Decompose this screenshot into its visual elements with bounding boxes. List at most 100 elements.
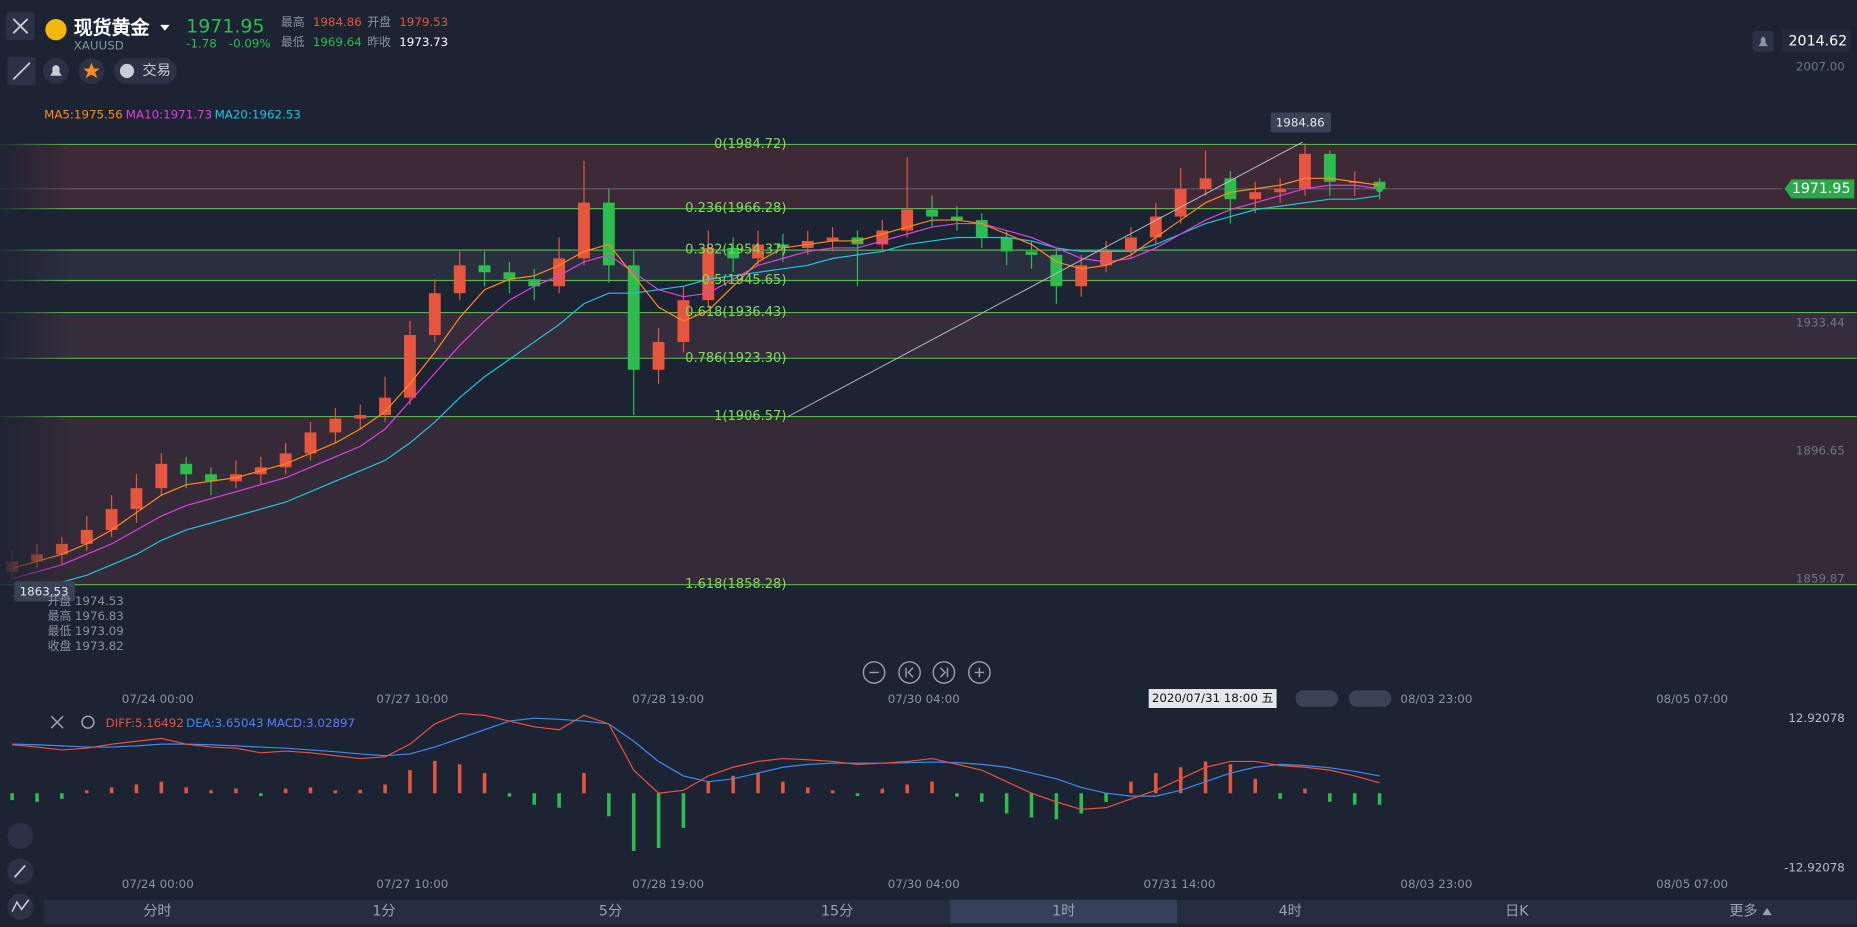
macd-bar	[308, 787, 313, 794]
macd-bar	[1228, 764, 1233, 794]
tab[interactable]: 1分	[372, 904, 395, 920]
macd-bar	[1203, 761, 1208, 794]
chart-icon	[11, 899, 30, 912]
info-value: 1976.83	[75, 609, 124, 623]
x-tick-label: 07/24 00:00	[122, 692, 194, 706]
tab[interactable]: 1时	[1052, 904, 1075, 920]
tab[interactable]: 更多	[1729, 903, 1757, 920]
ma10-line	[11, 184, 1380, 580]
macd-bar	[681, 793, 686, 828]
start-icon	[905, 667, 914, 678]
draw-icon	[12, 62, 31, 80]
stat-value: 1979.53	[399, 15, 448, 29]
tab[interactable]: 4时	[1279, 904, 1302, 920]
ma20-legend: MA20:1962.53	[215, 107, 301, 121]
indicator-tool[interactable]	[7, 822, 34, 849]
indicator-settings[interactable]	[81, 715, 95, 729]
to-start[interactable]	[898, 661, 921, 684]
tab[interactable]: 日K	[1505, 904, 1529, 920]
candle-body	[602, 202, 615, 266]
tab[interactable]: 15分	[821, 904, 853, 920]
fib-band	[0, 416, 1857, 585]
info-value: 1974.53	[75, 594, 124, 608]
toolbar: 交易	[7, 56, 177, 86]
info-value: 1973.82	[75, 639, 124, 653]
macd-bar	[10, 793, 14, 801]
macd-bar	[1178, 767, 1183, 794]
macd-bar	[980, 793, 984, 802]
side-tools	[7, 822, 34, 920]
stat-value: 1984.86	[313, 15, 362, 29]
macd-tick-label: -12.92078	[1784, 860, 1845, 874]
candle-body	[652, 341, 665, 370]
macd-bar	[731, 775, 735, 794]
ma10-legend: MA10:1971.73	[126, 107, 212, 121]
y-tick-label: 1933.44	[1796, 315, 1845, 329]
tab[interactable]: 分时	[143, 904, 171, 920]
fib-band	[0, 250, 1857, 281]
macd-bar	[1029, 793, 1034, 818]
macd-bar	[234, 788, 238, 794]
dropdown-arrow[interactable]	[160, 24, 170, 31]
candle-body	[975, 220, 988, 238]
candle-body	[404, 334, 416, 398]
macd-bar	[482, 773, 487, 794]
candle-body	[926, 209, 938, 217]
candle-body	[279, 453, 292, 468]
ma5-legend: MA5:1975.56	[44, 107, 123, 121]
macd-x-tick-label: 07/28 19:00	[632, 877, 704, 891]
crosshair-time-box	[1148, 689, 1277, 708]
candle-body	[155, 463, 168, 489]
candle-body	[453, 265, 466, 294]
macd-bar	[1129, 781, 1133, 794]
macd-bar	[1377, 793, 1382, 805]
low-box	[14, 581, 75, 602]
zoom-in[interactable]	[968, 661, 991, 684]
bell-icon	[1758, 36, 1768, 47]
macd-bar	[259, 793, 263, 797]
info-label: 最低	[48, 624, 72, 638]
x-tick-label: 07/27 10:00	[376, 692, 448, 706]
macd-bar	[781, 781, 785, 794]
instrument-name[interactable]: 现货黄金	[74, 16, 151, 39]
x-tick-label: 07/30 04:00	[888, 692, 960, 706]
macd-bar	[209, 790, 213, 794]
close-indicator[interactable]	[50, 715, 64, 729]
candle-body	[354, 415, 367, 419]
candle-body	[876, 230, 889, 245]
macd-x-tick-label: 08/05 07:00	[1656, 877, 1728, 891]
plus-icon	[974, 667, 985, 678]
overlay: 0(1984.72) 0.236(1966.28) 0.382(1954.37) 0.…	[14, 112, 1855, 891]
tab[interactable]: 5分	[599, 904, 622, 920]
tab-active-bg	[950, 899, 1177, 924]
to-end[interactable]	[932, 661, 956, 684]
candle-body	[329, 418, 342, 433]
price-tag-label: 1971.95	[1792, 181, 1851, 197]
macd-bar	[532, 793, 537, 805]
macd-bar	[631, 793, 636, 851]
fib-bands	[0, 144, 1857, 585]
macd-bar	[109, 787, 114, 794]
pencil-icon	[13, 864, 26, 878]
diff-legend: DIFF:5.16492	[106, 716, 184, 730]
macd-bar	[159, 781, 164, 794]
tab-arrow	[1762, 908, 1772, 916]
end-icon	[939, 667, 949, 678]
stat-value: 1973.73	[399, 35, 448, 49]
pill	[1295, 690, 1339, 707]
candle-body	[1274, 188, 1287, 193]
stat-label: 昨收	[367, 35, 391, 49]
gold-icon	[45, 18, 67, 41]
candle-body	[528, 279, 541, 287]
candle-body	[950, 216, 963, 221]
candle-body	[1025, 251, 1038, 255]
zoom-out[interactable]	[862, 661, 886, 684]
candle-body	[180, 463, 193, 475]
low-label: 1863.53	[20, 584, 69, 598]
macd-bar	[557, 793, 561, 808]
candle-body	[702, 247, 715, 301]
candle-body	[578, 202, 590, 259]
fib-label: 0.786(1923.30)	[685, 351, 786, 366]
fib-label: 0(1984.72)	[714, 137, 786, 152]
candle-body	[776, 244, 789, 248]
